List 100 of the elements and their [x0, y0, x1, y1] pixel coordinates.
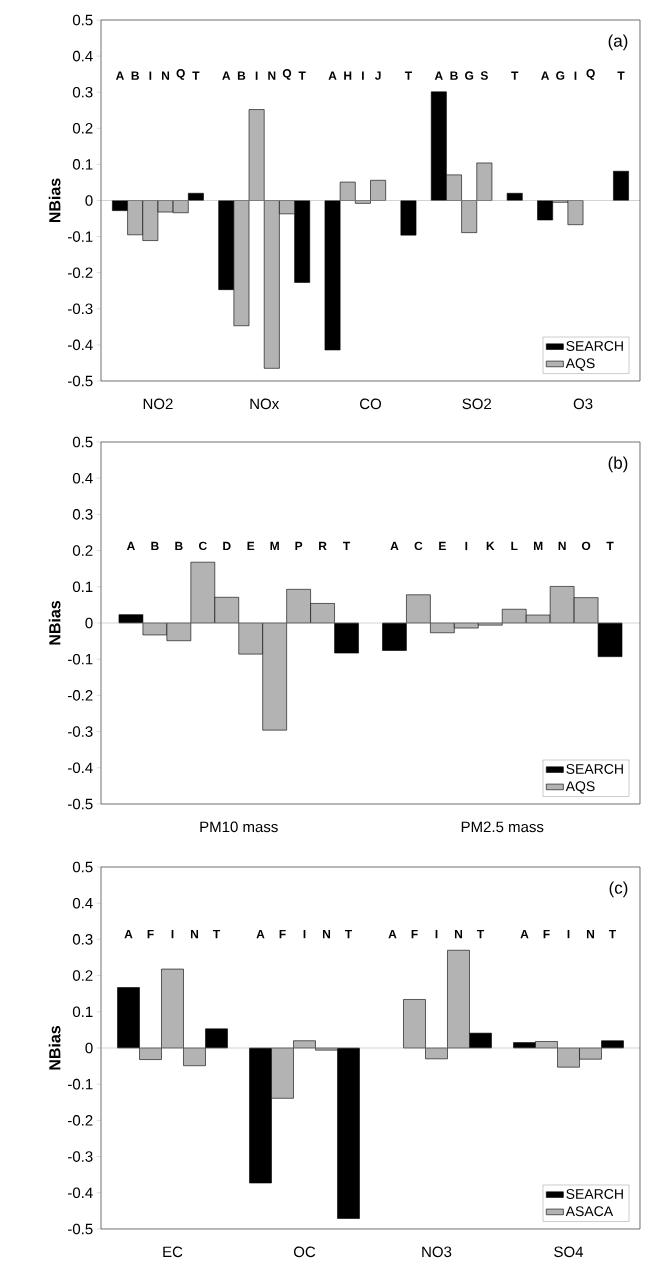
text: PM2.5 mass	[461, 821, 544, 833]
x-tick-label: J	[374, 71, 381, 80]
x-tick-label: I	[567, 929, 570, 939]
y-tick-label: 0.3	[72, 934, 93, 945]
x-tick-label: T	[606, 541, 614, 551]
x-tick-label: C	[414, 541, 423, 551]
x-tick-label: T	[511, 71, 519, 80]
text: CO	[360, 398, 382, 410]
x-tick-label: G	[465, 71, 474, 80]
legend-label: AQS	[565, 781, 595, 794]
y-tick-label: 0	[85, 617, 93, 629]
text: EC	[163, 1246, 183, 1258]
text: SO2	[462, 398, 492, 410]
text: PM10 mass	[200, 821, 278, 833]
x-tick-label: F	[543, 929, 550, 939]
x-tick-label: A	[390, 541, 399, 551]
x-tick-label: N	[586, 929, 595, 939]
text: SO4	[554, 1246, 584, 1258]
y-tick-label: -0.3	[68, 303, 93, 315]
text: (b)	[608, 456, 628, 473]
x-tick-label: A	[124, 929, 133, 939]
x-tick-label: F	[411, 929, 418, 939]
y-tick-label: 0.5	[72, 436, 93, 448]
x-tick-label: I	[362, 71, 364, 80]
y-axis-title: NBias	[48, 600, 61, 645]
x-tick-label: F	[147, 929, 154, 939]
y-tick-label: -0.1	[68, 653, 93, 665]
x-tick-label: Q	[282, 69, 292, 80]
x-tick-label: A	[388, 929, 397, 939]
x-tick-label: T	[404, 71, 412, 80]
x-tick-label: N	[161, 71, 170, 80]
x-tick-label: F	[279, 929, 286, 939]
y-tick-label: 0.2	[72, 122, 93, 134]
y-tick-label: -0.2	[68, 690, 93, 701]
y-axis-title: NBias	[48, 178, 61, 223]
text: NOx	[250, 398, 280, 410]
x-tick-label: T	[298, 71, 306, 80]
x-tick-label: M	[270, 541, 279, 551]
y-axis-title: NBias	[48, 1025, 61, 1070]
x-tick-label: H	[344, 71, 352, 80]
x-tick-label: N	[558, 541, 566, 551]
y-tick-label: -0.4	[68, 339, 93, 351]
x-tick-label: T	[344, 929, 353, 939]
text: OC	[293, 1246, 316, 1258]
text: (c)	[609, 881, 628, 898]
x-tick-label: A	[115, 71, 124, 80]
x-tick-label: L	[511, 541, 518, 551]
x-tick-label: O	[581, 541, 591, 551]
x-tick-label: Q	[176, 69, 185, 80]
x-tick-label: I	[171, 929, 174, 939]
y-tick-label: 0.5	[72, 14, 93, 26]
x-tick-label: I	[435, 929, 438, 939]
x-tick-label: B	[450, 71, 458, 80]
text: NO3	[422, 1246, 452, 1258]
x-tick-label: I	[255, 71, 258, 80]
x-tick-label: R	[319, 541, 327, 551]
y-tick-label: -0.5	[68, 1223, 93, 1235]
x-tick-label: A	[541, 71, 550, 80]
y-tick-label: 0.5	[72, 861, 93, 873]
x-tick-label: P	[295, 541, 303, 551]
y-tick-label: -0.1	[68, 231, 93, 242]
legend-label: SEARCH	[566, 1188, 623, 1199]
y-tick-label: -0.4	[68, 1187, 93, 1199]
x-tick-label: G	[556, 71, 565, 80]
y-tick-label: 0.2	[72, 545, 93, 556]
x-tick-label: M	[533, 541, 543, 551]
text: O3	[573, 398, 593, 410]
x-tick-label: N	[322, 929, 331, 939]
y-tick-label: -0.3	[68, 726, 93, 737]
x-tick-label: B	[175, 541, 183, 551]
x-tick-label: S	[480, 71, 488, 80]
x-tick-label: B	[131, 71, 139, 80]
y-tick-label: 0.2	[72, 970, 93, 981]
y-tick-label: -0.3	[68, 1151, 93, 1162]
x-tick-label: T	[343, 541, 351, 551]
x-tick-label: A	[434, 71, 443, 80]
x-tick-label: E	[439, 541, 446, 551]
text: (a)	[608, 34, 628, 51]
x-tick-label: Q	[586, 69, 595, 80]
x-tick-label: D	[223, 541, 231, 551]
x-tick-label: C	[198, 541, 207, 551]
x-tick-label: A	[126, 541, 135, 551]
y-tick-label: 0.3	[72, 86, 93, 98]
x-tick-label: A	[222, 71, 231, 80]
y-tick-label: 0	[85, 1042, 93, 1054]
x-tick-label: A	[520, 929, 529, 939]
x-tick-label: I	[149, 71, 152, 80]
x-tick-label: I	[303, 929, 306, 939]
y-tick-label: 0.1	[72, 159, 93, 170]
y-tick-label: 0.4	[72, 897, 93, 909]
x-tick-label: K	[486, 541, 495, 551]
x-tick-label: B	[151, 541, 159, 551]
x-tick-label: B	[237, 71, 246, 80]
y-tick-label: 0.1	[72, 1006, 93, 1018]
y-tick-label: -0.1	[68, 1078, 93, 1090]
x-tick-label: T	[212, 929, 221, 939]
x-tick-label: T	[617, 71, 625, 80]
y-tick-label: -0.2	[68, 1115, 93, 1126]
x-tick-label: I	[465, 541, 468, 551]
y-tick-label: -0.5	[68, 375, 93, 387]
